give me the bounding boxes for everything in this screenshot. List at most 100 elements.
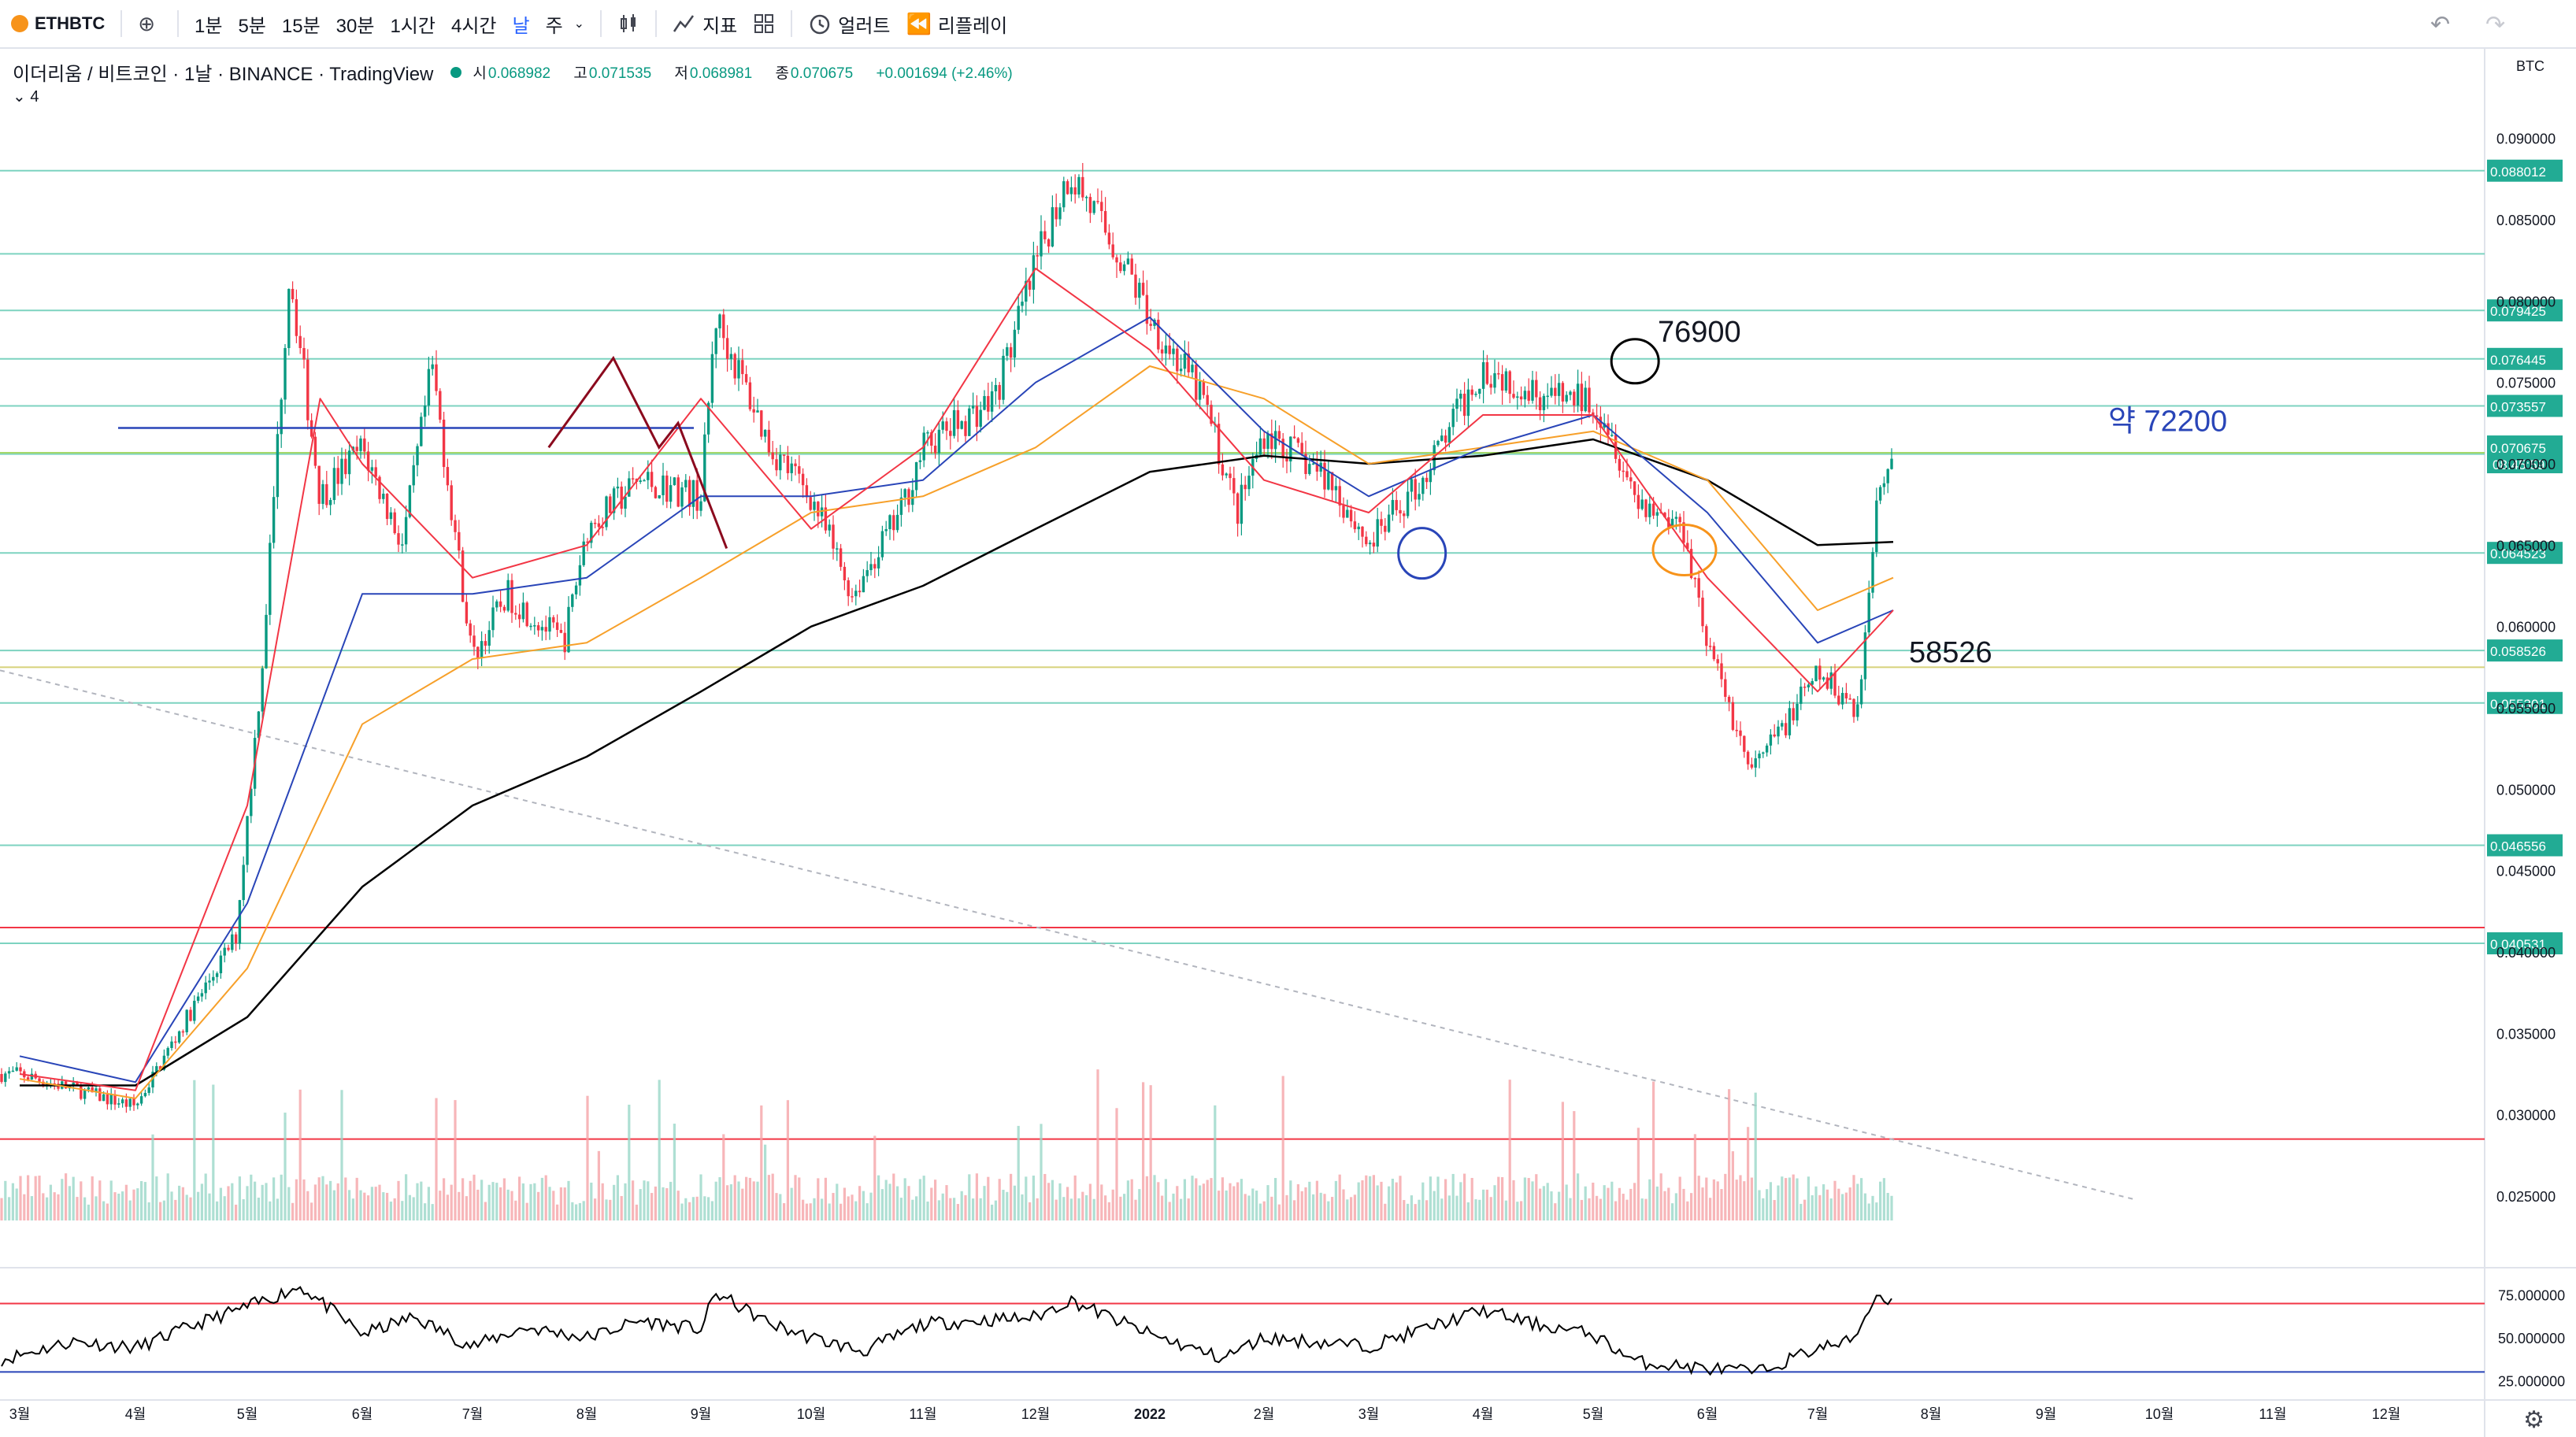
interval-4h[interactable]: 4시간 (443, 0, 505, 48)
undo-icon[interactable]: ↶ (2430, 11, 2451, 38)
volume-bar (465, 1196, 468, 1220)
divider (177, 10, 180, 37)
volume-bar (1281, 1076, 1284, 1220)
volume-bar (949, 1198, 952, 1220)
candle-body (238, 900, 242, 944)
replay-button[interactable]: ⏪ 리플레이 (899, 0, 1016, 48)
candle-body (420, 417, 423, 446)
volume-bar (34, 1176, 37, 1220)
volume-bar (1361, 1180, 1364, 1220)
candle-body (620, 487, 623, 509)
volume-bar (1863, 1193, 1866, 1220)
volume-bar (613, 1184, 616, 1220)
volume-bar (174, 1199, 177, 1220)
volume-bar (673, 1124, 676, 1220)
interval-1m[interactable]: 1분 (187, 0, 230, 48)
candle-body (4, 1073, 7, 1083)
candle-body (1380, 519, 1383, 526)
candle-body (1157, 320, 1160, 350)
candle-body (465, 602, 469, 624)
x-tick-label: 3월 (9, 1406, 31, 1422)
rsi-tick-label: 75.000000 (2498, 1288, 2565, 1304)
volume-bar (1470, 1177, 1473, 1220)
candle-body (158, 1066, 162, 1070)
chart-area[interactable]: 0.088012 0.079425 0.076445 0.073557 0.064523… (0, 49, 2576, 1437)
candle-body (691, 480, 695, 507)
add-symbol-button[interactable]: ⊕ (130, 0, 169, 48)
volume-bar (1818, 1194, 1822, 1220)
candle-body (1837, 695, 1840, 705)
layout-button[interactable] (745, 0, 783, 48)
volume-bar (975, 1173, 978, 1220)
candle-body (1236, 493, 1240, 524)
candle-body (162, 1055, 166, 1070)
volume-bar (1482, 1189, 1485, 1220)
volume-bar (1138, 1189, 1141, 1220)
candle-body (1527, 391, 1530, 401)
candle-body (313, 436, 317, 466)
volume-bar (1610, 1181, 1614, 1220)
rsi-tick-label: 50.000000 (2498, 1331, 2565, 1346)
candle-body (1508, 371, 1511, 394)
indicator-collapse-button[interactable]: ⌄ 4 (13, 88, 39, 106)
candle-body (325, 483, 328, 506)
gear-icon[interactable]: ⚙ (2523, 1407, 2544, 1433)
alert-button[interactable]: 얼러트 (800, 0, 898, 48)
volume-bar (1085, 1194, 1088, 1220)
volume-bar (1104, 1195, 1107, 1220)
candle-body (1735, 729, 1738, 731)
volume-bar (443, 1178, 446, 1220)
candle-body (1833, 672, 1837, 696)
candle-body (1712, 646, 1716, 660)
volume-bar (745, 1176, 748, 1220)
axes: 0.090000 0.085000 0.080000 0.075000 0.070000… (9, 131, 2556, 1422)
alert-label: 얼러트 (838, 15, 891, 37)
interval-label: 30분 (335, 15, 375, 37)
interval-week[interactable]: 주 ⌄ (538, 0, 593, 48)
candle-body (851, 596, 854, 598)
interval-5m[interactable]: 5분 (230, 0, 273, 48)
candle-body (1516, 396, 1519, 398)
redo-icon[interactable]: ↷ (2485, 11, 2506, 38)
candle-body (760, 410, 763, 437)
volume-bars (0, 1069, 1893, 1220)
candle-body (1084, 197, 1088, 198)
volume-bar (386, 1192, 389, 1220)
x-tick-label: 12월 (1021, 1406, 1051, 1422)
candle-body (1781, 723, 1784, 727)
alert-clock-icon (810, 14, 830, 35)
candle-body (1403, 513, 1406, 517)
chart-type-button[interactable] (610, 0, 647, 48)
indicators-label: 지표 (702, 15, 738, 37)
interval-day[interactable]: 날 (504, 0, 537, 48)
symbol-selector[interactable]: ETHBTC (0, 0, 113, 48)
volume-bar (1289, 1180, 1292, 1220)
interval-30m[interactable]: 30분 (328, 0, 383, 48)
volume-bar (280, 1174, 283, 1220)
level-tag (2487, 639, 2563, 662)
candle-body (1040, 231, 1043, 257)
interval-15m[interactable]: 15분 (274, 0, 328, 48)
x-tick-label: 8월 (576, 1406, 598, 1422)
volume-bar (1312, 1194, 1315, 1220)
candle-body (374, 467, 377, 477)
volume-bar (1474, 1199, 1477, 1220)
volume-bar (1126, 1180, 1129, 1220)
volume-bar (821, 1198, 824, 1220)
candle-body (1285, 457, 1288, 462)
volume-bar (1115, 1108, 1118, 1220)
volume-bar (1829, 1198, 1833, 1220)
last-price-tag (2487, 435, 2563, 474)
volume-bar (19, 1176, 22, 1220)
candle-body (794, 463, 797, 467)
candle-body (1607, 423, 1610, 435)
open-label: 시 (473, 65, 487, 82)
volume-bar (1380, 1181, 1383, 1220)
interval-1h[interactable]: 1시간 (382, 0, 443, 48)
candle-body (786, 455, 790, 473)
indicators-button[interactable]: 지표 (665, 0, 745, 48)
volume-bar (1735, 1180, 1738, 1220)
y-tick-label: 0.075000 (2496, 376, 2556, 391)
candle-body (1111, 244, 1114, 257)
rsi-line (1, 1286, 1892, 1376)
